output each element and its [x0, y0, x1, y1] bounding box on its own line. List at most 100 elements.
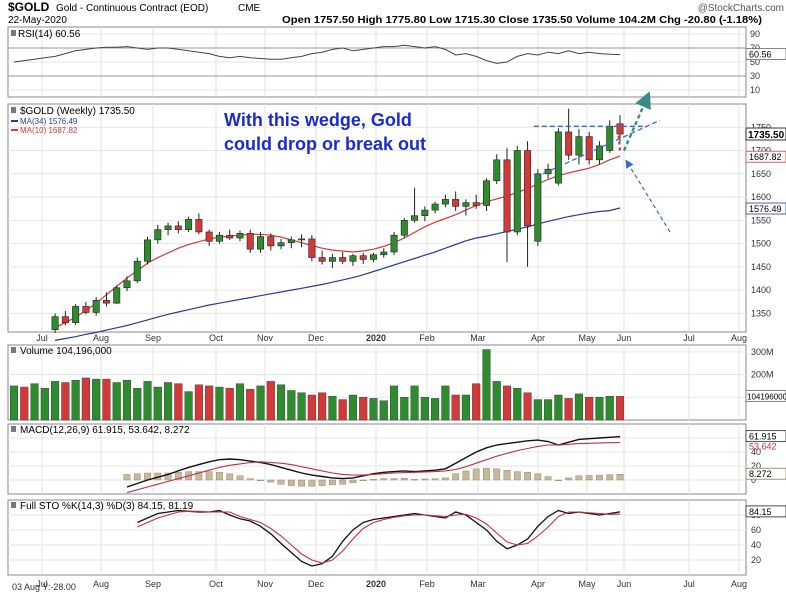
price-y-tick: 1450: [751, 262, 771, 272]
x-tick-label: Mar: [470, 333, 486, 343]
header-date: 22-May-2020: [8, 15, 67, 26]
candle-body: [544, 168, 552, 175]
header-symbol: $GOLD: [8, 0, 50, 14]
macd-histogram-last-value: 8.272: [749, 469, 772, 479]
x-tick-label-bottom: Apr: [531, 579, 545, 589]
volume-bar: [246, 389, 255, 421]
panel-frame-macd: [7, 423, 747, 495]
candle-body: [575, 136, 583, 156]
labels-layer: JulJulAugAugSepSepOctOctNovNovDecDec2020…: [11, 29, 786, 589]
candle-body: [236, 233, 244, 239]
volume-bar: [266, 381, 275, 421]
macd-histogram-bar: [298, 479, 305, 487]
volume-bar: [92, 378, 101, 421]
macd-histogram-bar: [205, 471, 213, 481]
volume-bar: [143, 381, 152, 421]
volume-bar: [451, 394, 460, 421]
rsi-legend-swatch: [11, 30, 16, 36]
ma34-last-value-box: [745, 202, 786, 215]
sto-k-line: [137, 509, 621, 567]
volume-bar: [574, 393, 583, 421]
volume-bar: [533, 399, 542, 421]
macd-signal-last-value: 53.642: [749, 442, 777, 452]
macd-histogram-bar: [503, 470, 511, 481]
candle-body: [144, 239, 152, 262]
sto-d-line: [137, 510, 621, 564]
macd-histogram-bar: [472, 468, 480, 481]
x-tick-label: Jul: [683, 333, 695, 343]
volume-bar: [482, 349, 491, 421]
candle-body: [616, 123, 624, 135]
macd-y-tick: 40: [751, 447, 761, 457]
volume-bar: [20, 386, 29, 421]
ma10-last-value-box: [745, 150, 786, 163]
volume-bar: [564, 398, 573, 421]
candle-body: [380, 251, 388, 256]
sto-legend-swatch: [11, 502, 16, 508]
candle-body: [503, 159, 511, 233]
volume-bar: [472, 383, 481, 421]
candle-body: [524, 150, 532, 227]
candle-body: [441, 199, 449, 205]
volume-last-value-box: [745, 389, 786, 402]
macd-histogram-bar: [606, 474, 614, 481]
sto-y-tick: 40: [751, 540, 761, 550]
volume-bar: [164, 382, 173, 421]
macd-histogram-bar: [400, 478, 408, 481]
candle-body: [92, 300, 100, 313]
x-tick-label-bottom: Feb: [419, 579, 435, 589]
volume-bar: [153, 386, 162, 421]
x-tick-label-bottom: Jul: [683, 579, 695, 589]
volume-bar: [297, 392, 306, 421]
candle-body: [431, 203, 439, 211]
rsi-last-value-box: [745, 48, 786, 61]
macd-y-tick: 0: [751, 475, 756, 485]
candle-body: [493, 159, 501, 182]
candle-body: [185, 219, 193, 230]
price-y-tick: 1600: [751, 192, 771, 202]
volume-bar: [215, 386, 224, 421]
volume-bar: [307, 394, 316, 421]
volume-title: Volume 104,196,000: [20, 346, 112, 357]
volume-bar: [605, 395, 614, 421]
x-tick-label-bottom: May: [578, 579, 596, 589]
candle-body: [123, 280, 131, 289]
sto-title: Full STO %K(14,3) %D(3) 84.15, 81.19: [20, 501, 194, 512]
candle-body: [534, 173, 542, 242]
x-tick-label-bottom: 2020: [366, 579, 386, 589]
volume-bar: [287, 390, 296, 421]
volume-bar: [235, 383, 245, 421]
sto-y-tick: 60: [751, 525, 761, 535]
price-y-tick: 1650: [751, 169, 771, 179]
candle-body: [72, 306, 80, 323]
price-y-tick: 1550: [751, 215, 771, 225]
macd-histogram-bar: [174, 472, 182, 481]
macd-histogram-bar: [534, 473, 542, 481]
macd-histogram-bar: [257, 479, 264, 482]
sto-last-value: 84.15: [749, 507, 772, 517]
macd-histogram-bar: [431, 478, 439, 481]
support-pointer-arrow: [625, 159, 671, 233]
price-y-tick: 1350: [751, 308, 771, 318]
close-last-value: 1735.50: [748, 130, 785, 141]
price-title: $GOLD (Weekly) 1735.50: [20, 106, 135, 117]
macd-histogram-bar: [565, 477, 573, 481]
volume-bar: [40, 387, 49, 421]
volume-bar: [194, 384, 203, 421]
volume-bar: [71, 380, 80, 421]
ma10-last-value: 1687.82: [749, 152, 782, 162]
panel-frame-price: [7, 103, 747, 333]
macd-histogram-bar: [544, 476, 552, 481]
candle-body: [205, 231, 213, 242]
candle-body: [421, 209, 429, 216]
candle-body: [51, 316, 59, 330]
sto-last-value-box: [745, 505, 786, 518]
candle-body: [308, 238, 316, 258]
macd-signal-line: [126, 441, 621, 494]
rsi-y-tick: 50: [750, 57, 760, 67]
macd-histogram-bar: [246, 478, 254, 481]
candle-body: [154, 229, 162, 241]
volume-bar: [379, 400, 388, 421]
macd-histogram-bar: [329, 479, 336, 486]
